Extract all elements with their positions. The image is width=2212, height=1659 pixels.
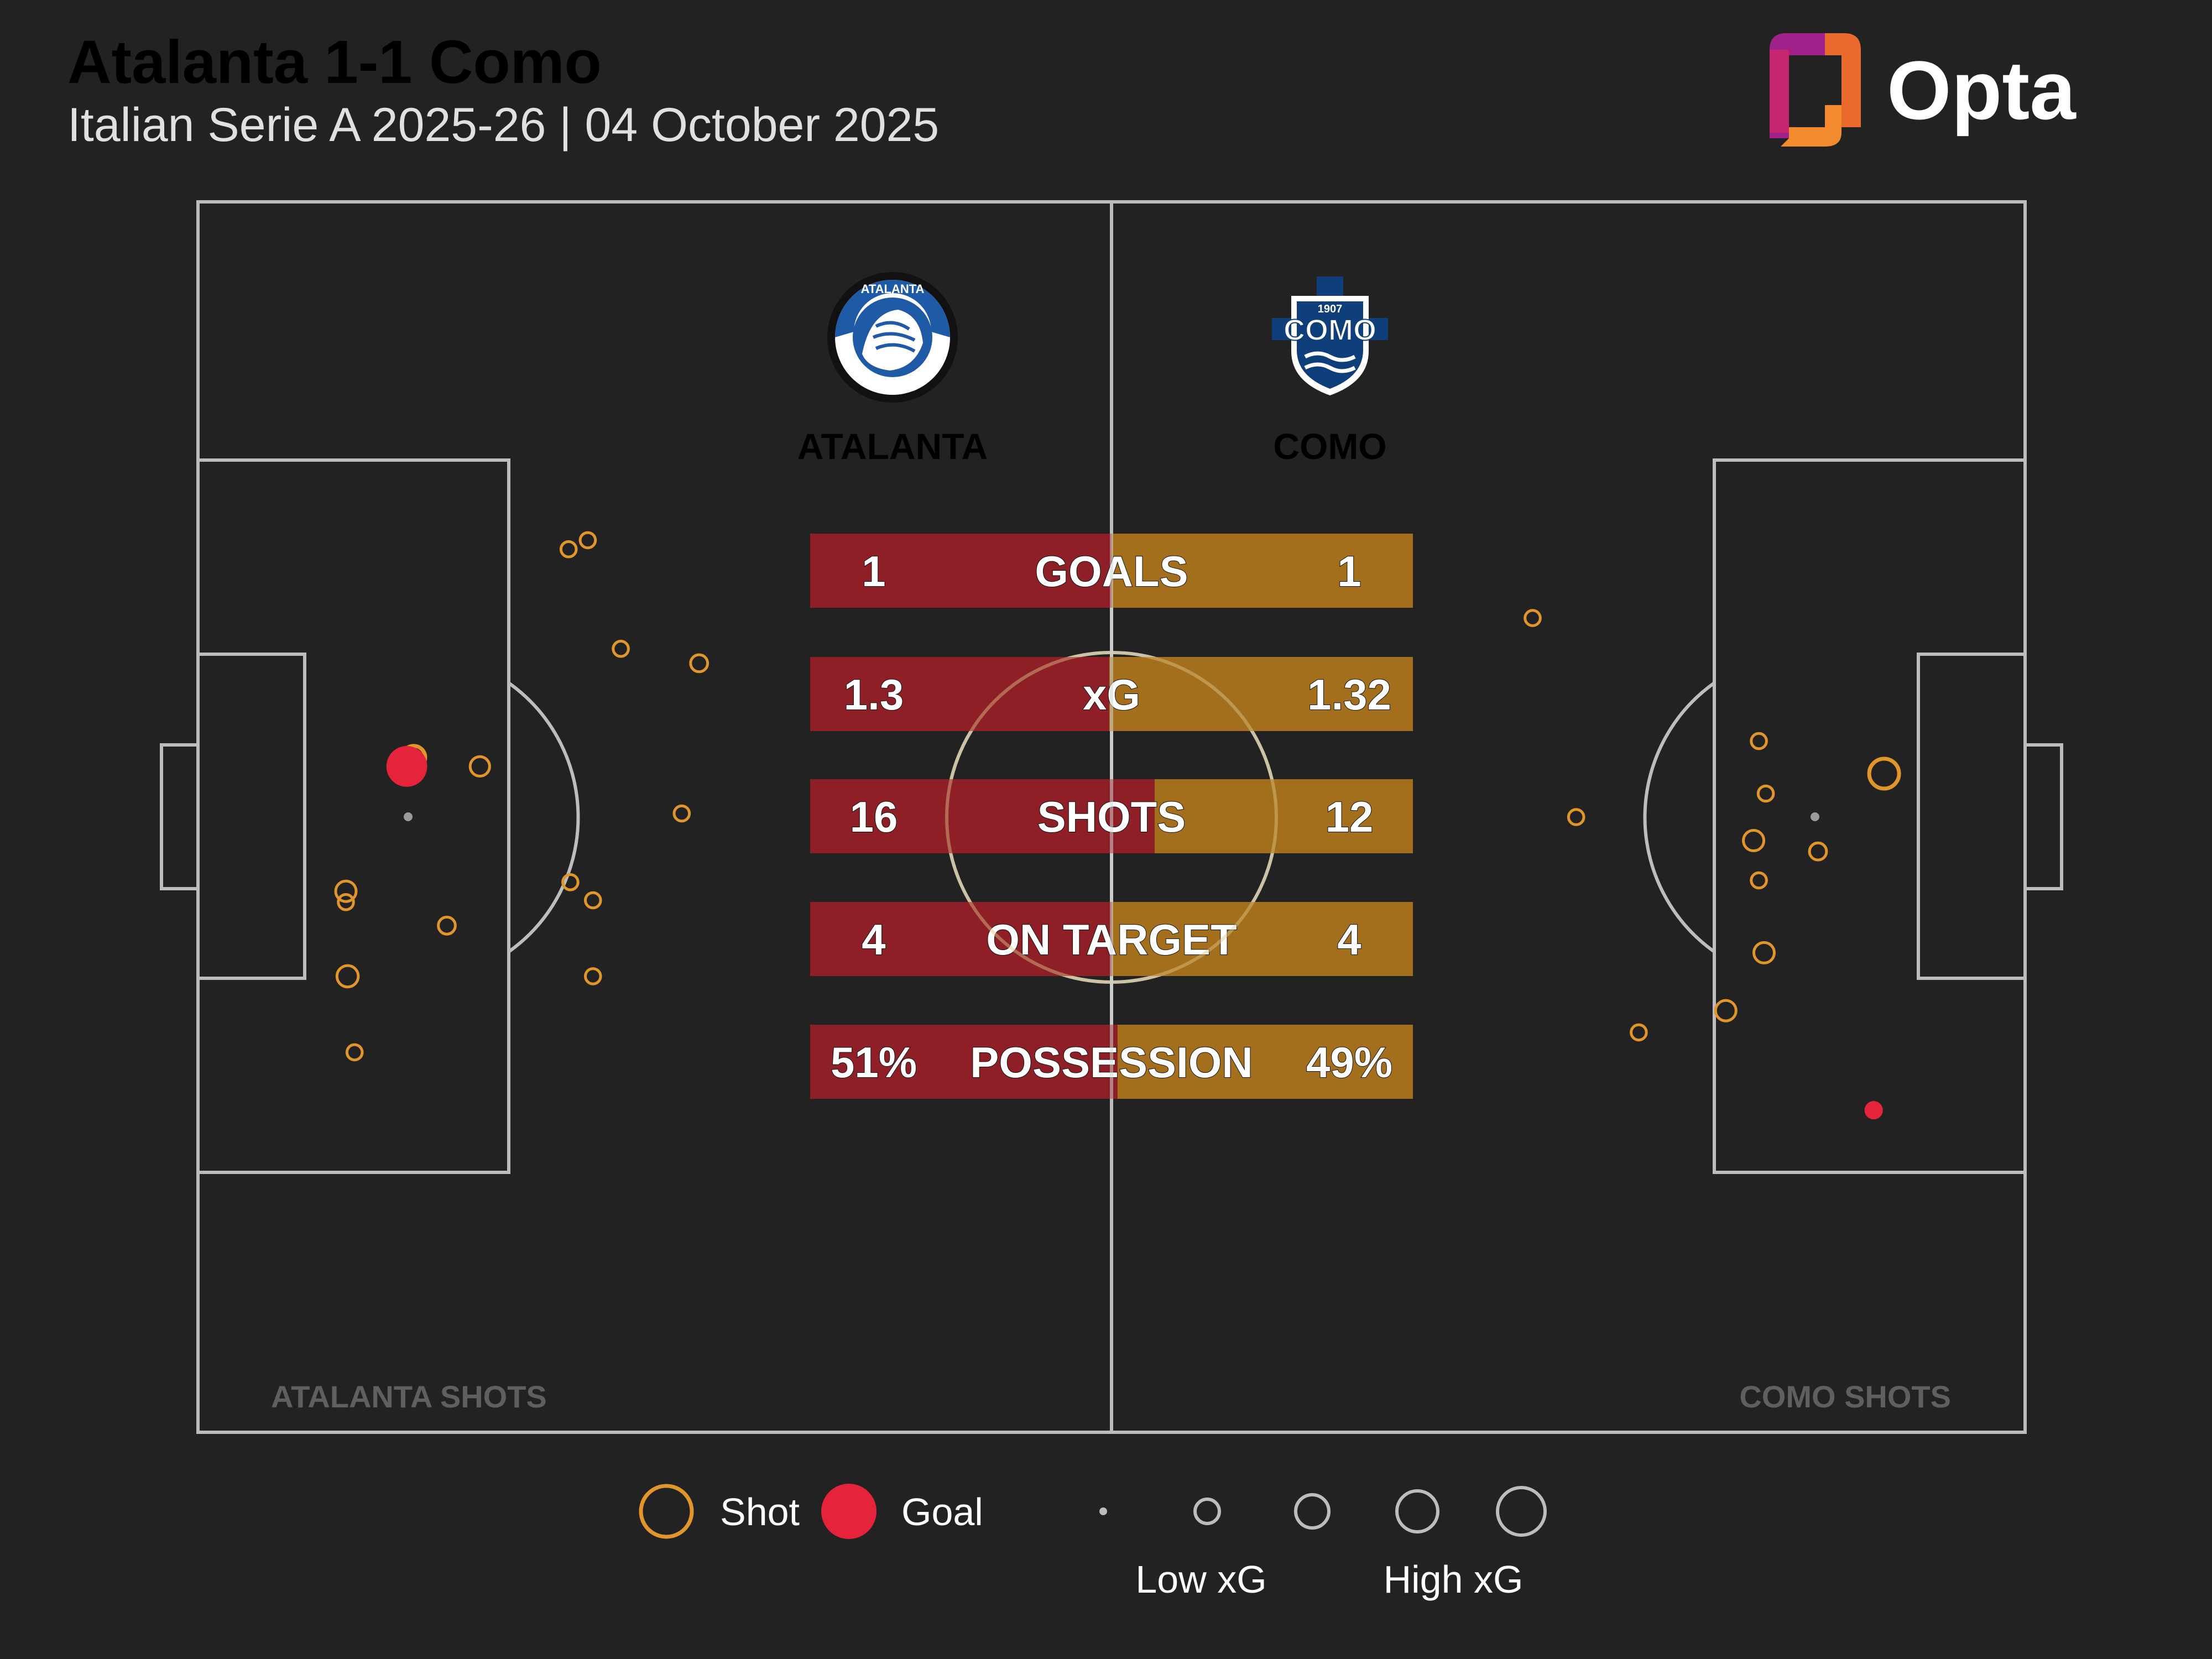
right-six-yard-box [1917, 653, 2027, 980]
right-penalty-spot [1811, 812, 1819, 821]
legend-xg-size-5 [1496, 1486, 1547, 1537]
svg-text:1907: 1907 [1318, 303, 1343, 315]
stat-bar-away [1109, 657, 1413, 731]
legend-xg-size-1 [1099, 1507, 1107, 1515]
stat-bar-home [810, 779, 1155, 853]
home-shot-marker-3 [612, 639, 630, 658]
away-shot-marker-7 [1808, 841, 1828, 862]
svg-text:1907: 1907 [877, 379, 909, 396]
away-shot-marker-3 [1750, 732, 1768, 750]
left-penalty-spot [404, 812, 413, 821]
home-shots-label: ATALANTA SHOTS [271, 1379, 547, 1414]
right-goal [2023, 743, 2063, 890]
home-shot-marker-1 [559, 540, 578, 559]
away-team-name: COMO [1273, 426, 1386, 467]
left-penalty-area [196, 458, 510, 1174]
stat-bar-home [810, 657, 1109, 731]
home-shot-marker-16 [345, 1043, 364, 1062]
away-shot-marker-10 [1714, 999, 1738, 1022]
away-shots-label: COMO SHOTS [1739, 1379, 1951, 1414]
home-shot-marker-13 [437, 915, 457, 936]
home-shot-marker-2 [578, 531, 597, 550]
away-shot-marker-11 [1630, 1023, 1648, 1042]
shots-layer [334, 531, 1901, 1120]
legend-goal-label: Goal [901, 1490, 983, 1533]
home-shot-marker-15 [335, 964, 360, 989]
right-penalty-area [1713, 458, 2027, 1174]
legend: Shot Goal Low xG High xG [639, 1484, 1547, 1601]
stat-away-value: 1.32 [1307, 670, 1391, 719]
away-shot-marker-9 [1752, 941, 1776, 964]
svg-text:ATALANTA: ATALANTA [861, 282, 925, 296]
legend-high-xg: High xG [1384, 1558, 1524, 1601]
away-shot-marker-1 [1524, 609, 1542, 627]
stat-row-goals: 1 GOALS 1 [810, 534, 1413, 608]
away-shot-marker-6 [1750, 871, 1768, 890]
page-subtitle: Italian Serie A 2025-26 | 04 October 202… [67, 98, 939, 152]
legend-goal-marker [821, 1484, 877, 1539]
stat-home-value: 16 [850, 792, 898, 841]
away-goal-marker-12 [1864, 1101, 1883, 1120]
pitch [160, 200, 2063, 1434]
stat-home-value: 1.3 [844, 670, 904, 719]
stat-bar-away [1112, 902, 1413, 976]
legend-low-xg: Low xG [1135, 1558, 1266, 1601]
away-shot-marker-4 [1756, 784, 1775, 803]
home-team-name: ATALANTA [797, 426, 988, 467]
svg-text:COMO: COMO [1284, 314, 1376, 347]
stat-bar-away [1154, 779, 1413, 853]
home-shot-marker-10 [584, 891, 602, 910]
opta-logo-icon [1770, 33, 1861, 147]
legend-shot-marker [639, 1484, 694, 1539]
stat-home-value: 1 [862, 547, 885, 596]
stat-bar-home [810, 902, 1112, 976]
home-shot-marker-12 [337, 893, 355, 911]
stat-away-value: 49% [1306, 1038, 1392, 1087]
stat-bar-home [810, 534, 1112, 608]
left-goal [160, 743, 200, 890]
como-crest: 1907 COMO [1272, 276, 1388, 395]
away-shot-marker-2 [1567, 808, 1585, 826]
left-six-yard-box [196, 653, 306, 980]
home-shot-marker-5 [672, 804, 691, 823]
legend-shot-label: Shot [720, 1490, 800, 1533]
legend-xg-size-2 [1193, 1498, 1221, 1525]
legend-xg-size-4 [1395, 1489, 1439, 1533]
stat-bar-away [1117, 1025, 1413, 1099]
stat-bar-away [1112, 534, 1413, 608]
page-title: Atalanta 1-1 Como [67, 28, 602, 96]
home-shot-marker-6 [468, 755, 491, 778]
home-shot-marker-14 [584, 967, 602, 985]
stat-home-value: 51% [831, 1038, 917, 1087]
away-shot-marker-8 [1867, 757, 1901, 791]
home-shot-marker-11 [334, 879, 358, 903]
opta-brand-text: Opta [1887, 44, 2077, 137]
home-shot-marker-9 [561, 873, 580, 891]
right-penalty-arc [1643, 681, 1715, 953]
away-shot-marker-5 [1742, 829, 1766, 852]
stat-away-value: 4 [1337, 915, 1361, 964]
legend-xg-size-3 [1294, 1493, 1331, 1530]
stat-away-value: 12 [1326, 792, 1374, 841]
stat-home-value: 4 [862, 915, 885, 964]
left-penalty-arc [508, 681, 580, 953]
stat-row-xg: 1.3 xG 1.32 [810, 657, 1413, 731]
home-goal-marker-8 [386, 746, 427, 787]
atalanta-crest: ATALANTA 1907 [827, 272, 958, 403]
opta-logo: Opta [1770, 33, 2077, 147]
stat-bar-home [810, 1025, 1118, 1099]
stat-away-value: 1 [1337, 547, 1361, 596]
home-shot-marker-4 [689, 653, 709, 674]
